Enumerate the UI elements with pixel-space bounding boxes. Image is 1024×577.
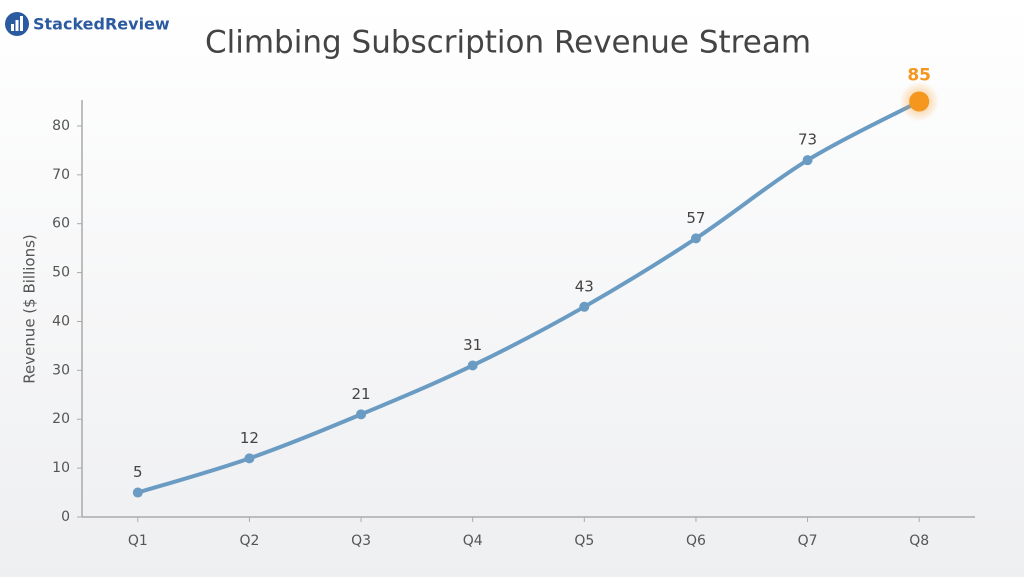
x-tick-label: Q3 bbox=[351, 533, 371, 549]
point bbox=[690, 233, 701, 244]
point bbox=[356, 409, 367, 420]
highlight-label: 85 bbox=[907, 66, 931, 86]
x-tick-label: Q7 bbox=[798, 533, 818, 549]
y-tick-label: 0 bbox=[61, 509, 70, 525]
x-tick-label: Q1 bbox=[128, 533, 148, 549]
x-tick-label: Q6 bbox=[686, 533, 706, 549]
value-label: 57 bbox=[686, 209, 705, 227]
y-tick-label: 20 bbox=[52, 411, 70, 427]
x-tick-label: Q8 bbox=[909, 533, 929, 549]
point bbox=[579, 301, 590, 312]
y-tick-label: 70 bbox=[52, 167, 70, 183]
y-tick-label: 40 bbox=[52, 313, 70, 329]
y-tick-label: 60 bbox=[52, 216, 70, 232]
y-axis-label: Revenue ($ Billions) bbox=[21, 234, 39, 384]
x-tick-label: Q2 bbox=[239, 533, 259, 549]
logo-icon bbox=[5, 12, 29, 36]
value-label: 73 bbox=[798, 131, 817, 149]
line bbox=[135, 99, 922, 495]
highlight-point bbox=[909, 91, 930, 112]
value-label: 43 bbox=[575, 277, 594, 295]
x-tick-label: Q4 bbox=[463, 533, 483, 549]
logo-text: StackedReview bbox=[33, 15, 170, 34]
value-label: 5 bbox=[133, 463, 143, 481]
point bbox=[467, 360, 478, 371]
y-tick-label: 80 bbox=[52, 118, 70, 134]
y-tick-label: 30 bbox=[52, 362, 70, 378]
value-label: 12 bbox=[240, 429, 259, 447]
point bbox=[244, 453, 255, 464]
y-tick-label: 50 bbox=[52, 265, 70, 281]
y-tick-label: 10 bbox=[52, 460, 70, 476]
point bbox=[802, 155, 813, 166]
chart-title: Climbing Subscription Revenue Stream bbox=[205, 25, 811, 61]
x-tick-label: Q5 bbox=[574, 533, 594, 549]
value-label: 21 bbox=[352, 385, 371, 403]
value-label: 31 bbox=[463, 336, 482, 354]
point bbox=[132, 487, 143, 498]
